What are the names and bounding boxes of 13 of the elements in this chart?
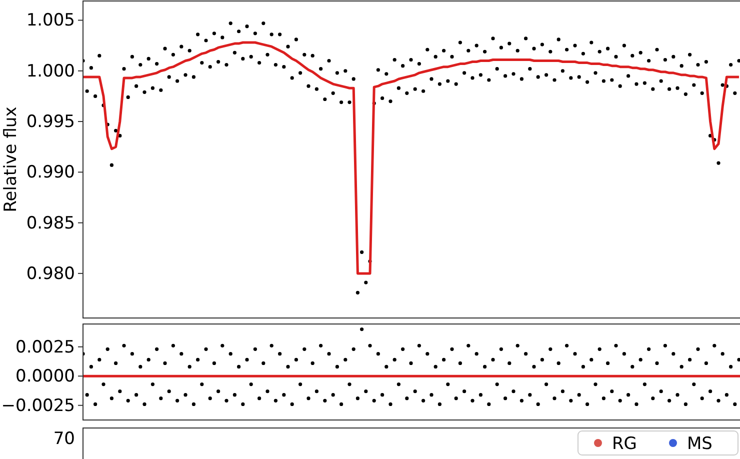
- text: 70: [53, 429, 75, 449]
- y-tick-label: 0.980: [26, 264, 75, 284]
- legend-label: MS: [687, 434, 712, 454]
- y-tick-label: 0.990: [26, 162, 75, 183]
- y-axis-title: Relative flux: [1, 106, 21, 212]
- y-tick-label: 1.005: [26, 10, 75, 31]
- legend-label: RG: [612, 434, 637, 454]
- y-tick-label: 1.000: [26, 61, 75, 82]
- y-tick-label: 0.0000: [16, 366, 75, 387]
- y-tick-label: 0.0025: [16, 337, 75, 358]
- y-tick-label: −0.0025: [1, 396, 75, 416]
- y-tick-label: 0.995: [26, 112, 75, 132]
- y-tick-label: 0.985: [26, 213, 75, 234]
